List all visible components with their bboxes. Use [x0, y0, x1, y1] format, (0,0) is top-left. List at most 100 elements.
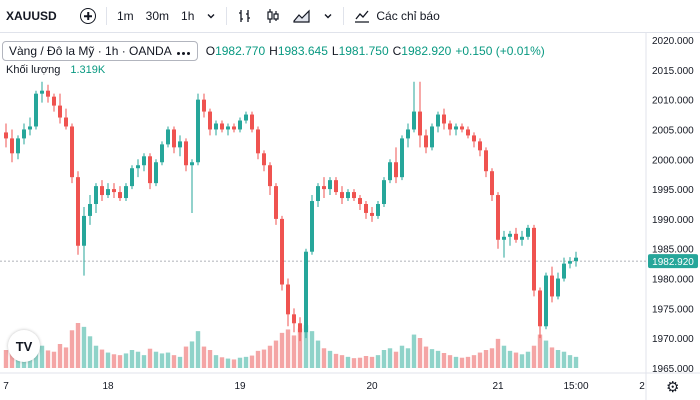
candle-body: [112, 189, 116, 193]
candle-body: [406, 129, 410, 139]
symbol-name[interactable]: XAUUSD: [6, 9, 57, 23]
volume-bar: [159, 353, 165, 368]
volume-bar: [327, 350, 333, 368]
y-tick-label: 1975.000: [652, 304, 694, 315]
y-tick-label: 2020.000: [652, 36, 694, 47]
volume-bar: [177, 356, 183, 368]
toolbar-divider: [343, 7, 345, 25]
candle-body: [52, 96, 56, 106]
volume-bar: [375, 355, 381, 368]
y-tick-label: 1980.000: [652, 275, 694, 286]
volume-bar: [465, 356, 471, 368]
candle-body: [478, 141, 482, 151]
chevron-down-icon: [324, 14, 332, 19]
candle-body: [238, 120, 242, 130]
volume-legend: Khối lượng 1.319K: [6, 64, 105, 76]
candle-body: [436, 114, 440, 127]
candle-body: [118, 192, 122, 199]
volume-bar: [63, 347, 69, 368]
volume-bar: [525, 351, 531, 368]
volume-bar: [9, 351, 15, 368]
candle-body: [400, 138, 404, 178]
more-options-icon[interactable]: [176, 44, 191, 58]
volume-bar: [219, 357, 225, 368]
top-toolbar: XAUUSD 1m 30m 1h Các chỉ báo: [0, 0, 700, 33]
x-tick-label: 20: [366, 381, 378, 392]
volume-bar: [573, 356, 579, 368]
candle-body: [298, 323, 302, 333]
candle-body: [340, 192, 344, 199]
toolbar-divider: [106, 7, 107, 25]
candle-body: [418, 111, 422, 136]
interval-1h-button[interactable]: 1h: [181, 9, 195, 23]
candle-body: [160, 144, 164, 163]
candle-body: [442, 114, 446, 124]
candle-body: [28, 126, 32, 130]
indicators-button[interactable]: Các chỉ báo: [348, 4, 445, 28]
low-value: 1981.750: [338, 44, 389, 58]
candle-body: [364, 204, 368, 213]
candle-body: [460, 126, 464, 130]
volume-bar: [237, 357, 243, 368]
volume-bar: [471, 355, 477, 368]
candle-body: [172, 129, 176, 148]
volume-bar: [453, 356, 459, 368]
volume-bar: [567, 355, 573, 368]
candle-body: [136, 165, 140, 169]
price-axis-panel: [646, 33, 700, 400]
candle-body: [166, 129, 170, 145]
candle-body: [310, 201, 314, 252]
chart-type-dropdown-button[interactable]: [317, 4, 339, 28]
volume-bar: [201, 346, 207, 368]
volume-bar: [561, 351, 567, 368]
add-symbol-button[interactable]: [74, 4, 102, 28]
bar-style-button[interactable]: [231, 4, 259, 28]
volume-bar: [195, 331, 201, 368]
candle-body: [316, 186, 320, 202]
area-style-button[interactable]: [287, 4, 317, 28]
volume-bar: [501, 345, 507, 368]
volume-bar: [285, 329, 291, 368]
volume-bar: [57, 344, 63, 368]
candle-style-button[interactable]: [259, 4, 287, 28]
gear-icon[interactable]: ⚙: [666, 379, 680, 396]
candle-body: [538, 290, 542, 327]
candle-body: [256, 129, 260, 154]
candle-body: [286, 284, 290, 315]
y-tick-label: 1985.000: [652, 245, 694, 256]
ohlc-bars-icon: [239, 10, 251, 22]
candle-body: [280, 218, 284, 285]
candle-body: [226, 126, 230, 130]
volume-bar: [273, 340, 279, 368]
candle-body: [334, 180, 338, 193]
candle-body: [82, 215, 86, 246]
interval-1m-button[interactable]: 1m: [117, 9, 134, 23]
price-chart[interactable]: 2020.000 2015.000 2010.000 2005.000 2000.000…: [0, 33, 700, 400]
candle-body: [394, 162, 398, 178]
interval-dropdown-button[interactable]: [200, 4, 222, 28]
symbol-title-box[interactable]: Vàng / Đô la Mỹ · 1h · OANDA: [2, 41, 198, 61]
volume-bar: [441, 353, 447, 368]
volume-bar: [93, 345, 99, 368]
candle-body: [352, 192, 356, 199]
interval-30m-button[interactable]: 30m: [145, 9, 170, 23]
candle-body: [502, 236, 506, 240]
y-tick-label: 2000.000: [652, 155, 694, 166]
symbol-title: Vàng / Đô la Mỹ · 1h · OANDA: [9, 44, 172, 58]
plus-circle-icon: [80, 8, 96, 24]
candle-body: [322, 186, 326, 190]
volume-bar: [315, 340, 321, 368]
volume-bar: [309, 331, 315, 368]
volume-bar: [399, 345, 405, 368]
x-tick-label: 21: [492, 381, 504, 392]
candle-body: [22, 129, 26, 139]
volume-bar: [435, 350, 441, 368]
candle-body: [94, 186, 98, 204]
candle-body: [412, 111, 416, 130]
tradingview-logo[interactable]: TV: [8, 330, 40, 362]
candle-body: [184, 141, 188, 166]
volume-bar: [543, 340, 549, 368]
volume-bar: [117, 355, 123, 368]
candle-body: [262, 153, 266, 166]
candle-body: [448, 123, 452, 130]
